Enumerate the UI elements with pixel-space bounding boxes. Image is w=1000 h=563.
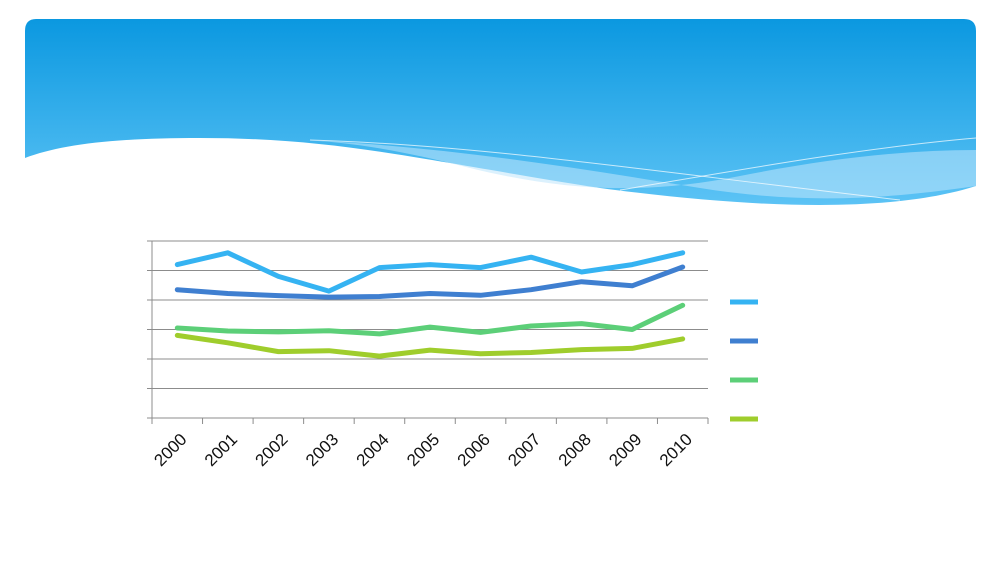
x-tick-label-2004: 2004: [353, 430, 393, 470]
x-tick-label-2009: 2009: [605, 430, 645, 470]
x-tick-label-2002: 2002: [251, 430, 291, 470]
x-tick-label-2006: 2006: [454, 430, 494, 470]
x-tick-label-2008: 2008: [555, 430, 595, 470]
x-tick-label-2010: 2010: [656, 430, 696, 470]
banner-wave-line-2: [619, 137, 977, 191]
x-tick-label-2003: 2003: [302, 430, 342, 470]
x-tick-label-2005: 2005: [403, 430, 443, 470]
x-tick-labels: 2000 2001 2002 2003 2004 2005 2006 2007 2008 2009…: [150, 430, 696, 470]
series-line-3: [174, 302, 686, 337]
x-tick-label-2007: 2007: [504, 430, 544, 470]
legend: [730, 299, 758, 422]
banner-shape: [25, 19, 976, 206]
x-tick-label-2000: 2000: [150, 430, 190, 470]
x-tick-label-2001: 2001: [201, 430, 241, 470]
series-line-2: [174, 264, 686, 300]
series-line-4: [174, 332, 686, 359]
axes: [147, 240, 709, 424]
header-banner: [25, 19, 977, 206]
series-line-1: [174, 250, 686, 294]
series-lines: [174, 250, 686, 359]
banner-wave-light: [300, 140, 976, 199]
banner-wave-line-1: [309, 139, 901, 201]
